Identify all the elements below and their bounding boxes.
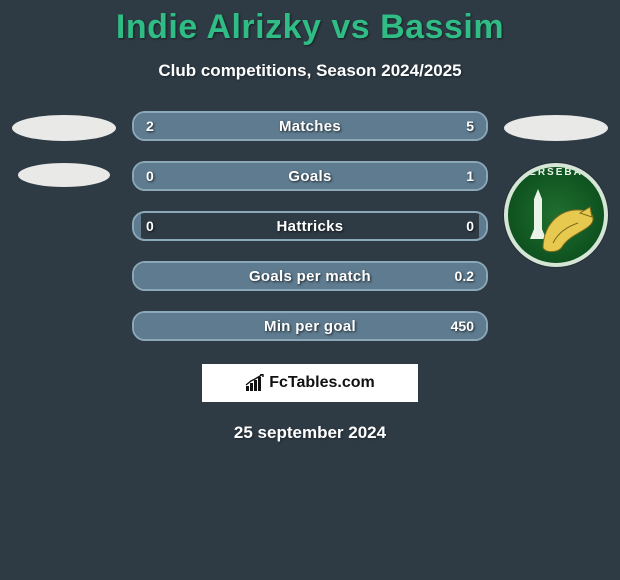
comparison-card: Indie Alrizky vs Bassim Club competition…	[0, 0, 620, 580]
stat-label: Goals per match	[134, 263, 486, 289]
player-photo-placeholder	[504, 115, 608, 141]
bar-chart-icon	[245, 374, 267, 392]
stat-label: Goals	[134, 163, 486, 189]
team-logo-placeholder	[18, 163, 110, 187]
content-row: 25Matches 01Goals 00Hattricks 0.2Goals per …	[0, 111, 620, 341]
player-photo-placeholder	[12, 115, 116, 141]
stat-label: Matches	[134, 113, 486, 139]
brand-box: FcTables.com	[201, 363, 419, 403]
team-badge: ERSEBA	[504, 163, 608, 267]
stat-bar: 25Matches	[132, 111, 488, 141]
stat-label: Min per goal	[134, 313, 486, 339]
stat-bar: 450Min per goal	[132, 311, 488, 341]
stat-bars: 25Matches 01Goals 00Hattricks 0.2Goals per …	[124, 111, 496, 341]
fish-icon	[538, 203, 598, 253]
stat-bar: 01Goals	[132, 161, 488, 191]
page-subtitle: Club competitions, Season 2024/2025	[0, 61, 620, 81]
brand-label: FcTables.com	[269, 374, 375, 392]
page-title: Indie Alrizky vs Bassim	[0, 0, 620, 47]
stat-bar: 0.2Goals per match	[132, 261, 488, 291]
stat-bar: 00Hattricks	[132, 211, 488, 241]
left-player-col	[4, 111, 124, 187]
stat-label: Hattricks	[134, 213, 486, 239]
team-badge-label: ERSEBA	[508, 167, 604, 178]
right-player-col: ERSEBA	[496, 111, 616, 267]
date-label: 25 september 2024	[0, 423, 620, 443]
